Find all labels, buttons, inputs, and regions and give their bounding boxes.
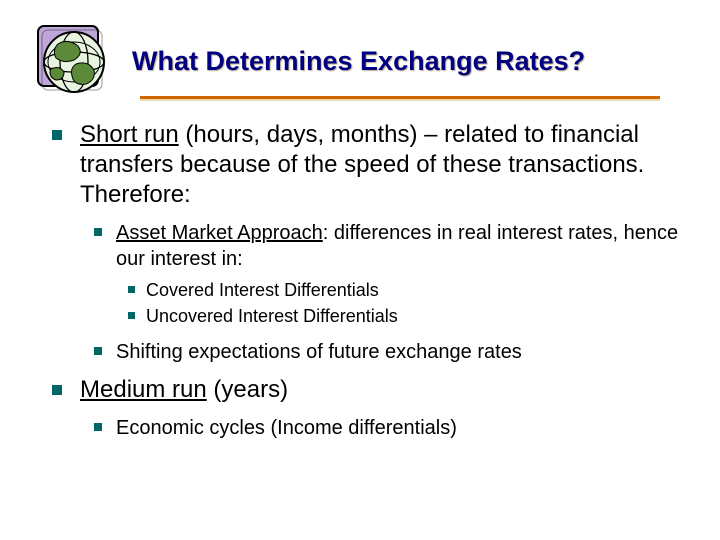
bullet-list: Short run (hours, days, months) – relate… bbox=[40, 120, 680, 441]
rest-text: (years) bbox=[207, 376, 288, 403]
list-item: Asset Market Approach: differences in re… bbox=[80, 220, 680, 329]
list-item: Short run (hours, days, months) – relate… bbox=[40, 120, 680, 365]
globe-icon bbox=[30, 20, 116, 102]
slide-title: What Determines Exchange Rates? bbox=[132, 46, 585, 77]
list-item: Covered Interest Differentials bbox=[116, 278, 680, 302]
lead-text: Medium run bbox=[80, 376, 207, 403]
slide: { "styling": { "background_color": "#fff… bbox=[0, 0, 720, 540]
list-item: Shifting expectations of future exchange… bbox=[80, 339, 680, 365]
title-underline bbox=[140, 96, 660, 102]
list-item: Uncovered Interest Differentials bbox=[116, 304, 680, 328]
lead-text: Short run bbox=[80, 121, 179, 148]
slide-header: What Determines Exchange Rates? bbox=[30, 20, 680, 102]
list-item: Medium run (years) Economic cycles (Inco… bbox=[40, 375, 680, 441]
list-item: Economic cycles (Income differentials) bbox=[80, 415, 680, 441]
lead-text: Asset Market Approach bbox=[116, 222, 323, 244]
